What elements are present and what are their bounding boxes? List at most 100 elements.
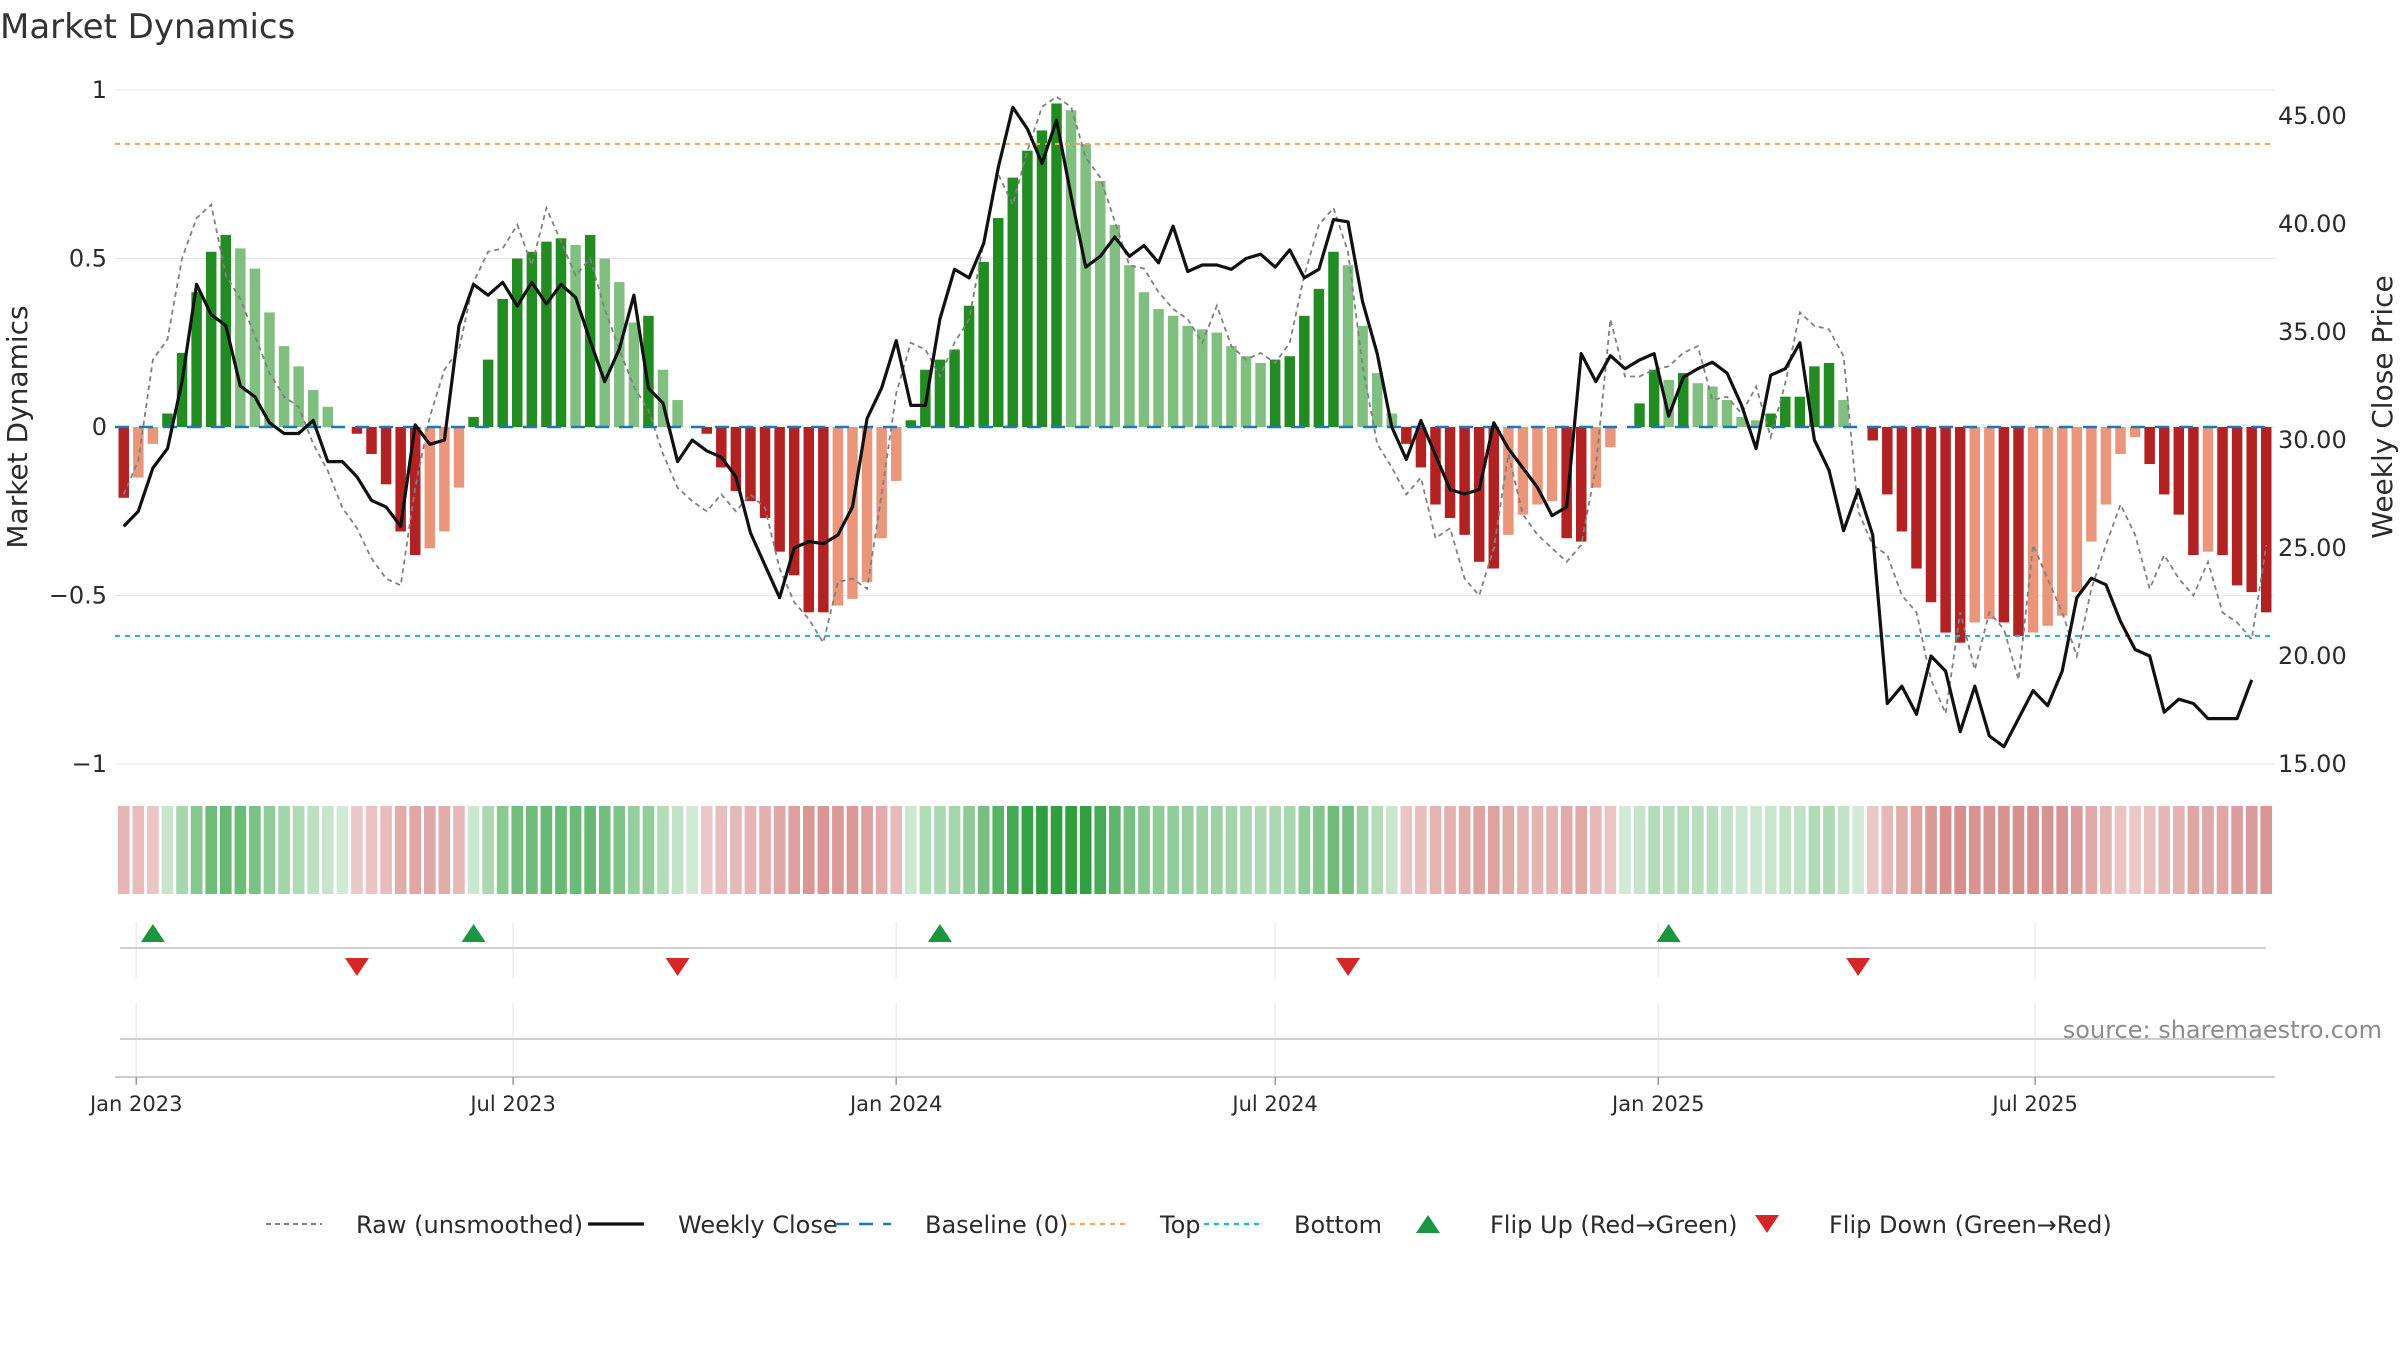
dynamics-bar [1940,427,1951,633]
heat-strip-cell [657,806,669,894]
heat-strip-cell [2172,806,2185,894]
legend-label-baseline: Baseline (0) [925,1211,1068,1239]
flip-down-marker [1846,958,1871,976]
x-tick-label: Jan 2024 [848,1092,943,1116]
dynamics-bar [1546,427,1558,502]
x-tick-label: Jan 2025 [1610,1092,1705,1116]
heat-strip-cell [1823,806,1835,894]
heat-strip-cell [1415,806,1427,894]
dynamics-bar [1371,373,1383,427]
dynamics-bar [162,413,173,427]
dynamics-bar [1444,427,1456,518]
heat-strip-cell [2056,806,2069,894]
dynamics-bar [2086,427,2097,542]
heat-strip-cell [1692,806,1704,894]
heat-strip-cell [1371,806,1384,894]
dynamics-bar [1503,427,1514,535]
dynamics-bar [2013,427,2024,636]
legend-swatch-flip-down [1755,1215,1779,1233]
legend-label-flipup: Flip Up (Red→Green) [1490,1211,1738,1239]
heat-strip-cell [132,806,145,894]
dynamics-bar [1182,325,1193,427]
heat-strip-cell [1269,806,1281,894]
heat-strip-cell [1779,806,1792,894]
heat-strip-cell [788,806,801,894]
dynamics-bar [2042,427,2053,626]
dynamics-bar [1882,427,1893,495]
y-tick-label: −1 [72,750,107,778]
heat-strip-cell [117,806,130,894]
dynamics-bar [832,427,844,606]
dynamics-bar [1663,379,1674,427]
heat-strip-cell [1866,806,1879,894]
heat-strip-cell [1910,806,1923,894]
heat-strip-cell [555,806,567,894]
dynamics-bar [614,282,625,427]
heat-strip-cell [1794,806,1806,894]
heat-strip-cell [1764,806,1777,894]
heat-strip-cell [2216,806,2229,894]
heat-strip-cell [686,806,698,894]
x-tick-label: Jul 2025 [1990,1092,2077,1116]
heat-strip-cell [1123,806,1136,894]
source-note: source: sharemaestro.com [2062,1016,2382,1044]
heat-strip-cell [292,806,305,894]
heat-strip-cell [2143,806,2156,894]
dynamics-bar [2173,427,2185,515]
y2-tick-label: 45.00 [2278,102,2347,130]
chart-title: Market Dynamics [0,7,295,47]
dynamics-bar [439,427,450,532]
dynamics-bar [1517,427,1529,515]
heat-strip-cell [278,806,290,894]
dynamics-bar [497,298,508,427]
heat-strip-cell [394,806,407,894]
heat-strip-cell [2187,806,2200,894]
dynamics-bar [205,251,217,427]
dynamics-bar [1065,110,1077,427]
dynamics-bar [526,251,538,427]
dynamics-bar [1954,427,1966,643]
dynamics-bar [934,359,946,427]
dynamics-bar [2202,427,2214,552]
heat-strip-cell [1750,806,1762,894]
heat-strip-cell [467,806,480,894]
dynamics-bar [861,427,873,583]
heat-strip-cell [1298,806,1311,894]
dynamics-bar [1648,369,1660,427]
dynamics-bar [1226,346,1237,427]
heat-strip-cell [1502,806,1515,894]
heat-strip-cell [1167,806,1179,894]
dynamics-bar [322,406,334,427]
heat-strip-cell [1896,806,1908,894]
dynamics-bar [1313,288,1325,427]
dynamics-bar [1299,315,1310,427]
heat-strip-cell [1181,806,1194,894]
dynamics-bar [1488,427,1500,569]
heat-strip-cell [1196,806,1209,894]
heat-strip-cell [1487,806,1500,894]
dynamics-bar [1022,150,1033,427]
heat-strip-cell [365,806,378,894]
heat-strip-cell [977,806,990,894]
dynamics-bar [468,416,479,427]
dynamics-bar [1007,177,1019,427]
heat-strip-cell [1240,806,1252,894]
dynamics-bar [1750,420,1762,427]
dynamics-bar [2144,427,2155,465]
dynamics-bar [1823,362,1835,427]
dynamics-bar [2027,427,2039,633]
y2-tick-label: 30.00 [2278,426,2347,454]
heat-strip-cell [700,806,713,894]
dynamics-bar [176,352,188,427]
heat-strip-cell [482,806,494,894]
y2-tick-label: 20.00 [2278,642,2347,670]
dynamics-bar [1984,427,1995,620]
heat-strip-cell [1065,806,1077,894]
dynamics-bar [541,241,552,427]
dynamics-bar [949,349,960,427]
heat-strip-cell [1254,806,1267,894]
dynamics-bar [555,238,567,427]
heat-strip-cell [1852,806,1864,894]
dynamics-bar [1255,362,1266,427]
heat-strip-cell [2158,806,2171,894]
